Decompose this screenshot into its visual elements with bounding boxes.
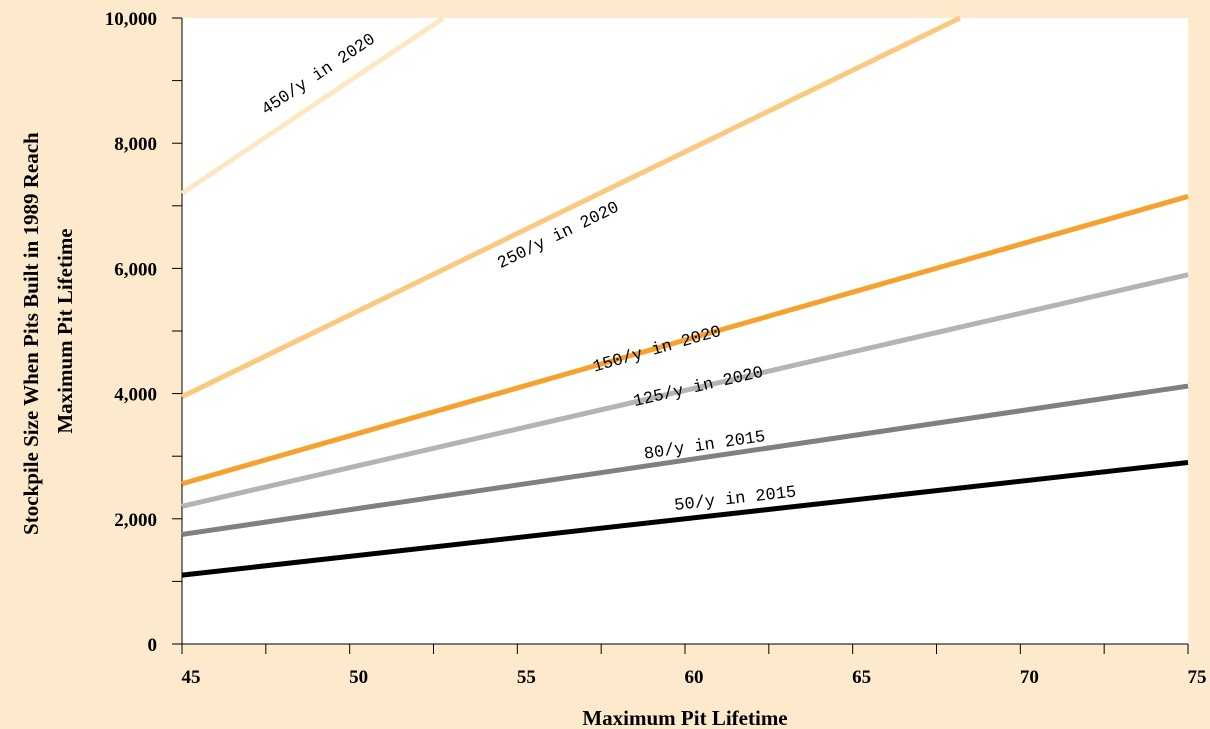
plot-area bbox=[182, 18, 1188, 644]
x-tick-label: 70 bbox=[1020, 667, 1039, 688]
y-tick-label: 8,000 bbox=[114, 134, 157, 155]
x-axis-title: Maximum Pit Lifetime bbox=[582, 706, 787, 729]
x-tick-label: 55 bbox=[517, 667, 536, 688]
series-line bbox=[180, 15, 445, 196]
series-line bbox=[181, 383, 1189, 537]
x-tick-label: 75 bbox=[1188, 667, 1207, 688]
y-axis-ticks: 0 2,000 4,000 6,000 8,000 10,000 bbox=[105, 9, 182, 656]
series-lines bbox=[180, 15, 1189, 578]
series-line bbox=[180, 15, 962, 399]
y-axis-title: Stockpile Size When Pits Built in 1989 R… bbox=[19, 127, 77, 535]
series-line bbox=[181, 194, 1189, 487]
x-axis-ticks: 45 50 55 60 65 70 75 bbox=[181, 644, 1207, 688]
y-tick-label: 6,000 bbox=[114, 259, 157, 280]
series-line bbox=[181, 272, 1189, 509]
y-axis-title-line-1: Stockpile Size When Pits Built in 1989 R… bbox=[19, 132, 43, 535]
y-tick-label: 4,000 bbox=[114, 385, 157, 406]
series-line bbox=[181, 459, 1189, 578]
x-tick-label: 50 bbox=[349, 667, 368, 688]
y-tick-label: 0 bbox=[148, 635, 158, 656]
y-tick-label: 10,000 bbox=[105, 9, 157, 30]
y-axis-title-line-2: Maximum Pit Lifetime bbox=[53, 228, 77, 433]
y-tick-label: 2,000 bbox=[114, 510, 157, 531]
x-tick-label: 45 bbox=[182, 667, 201, 688]
x-tick-label: 60 bbox=[685, 667, 704, 688]
x-tick-label: 65 bbox=[852, 667, 871, 688]
